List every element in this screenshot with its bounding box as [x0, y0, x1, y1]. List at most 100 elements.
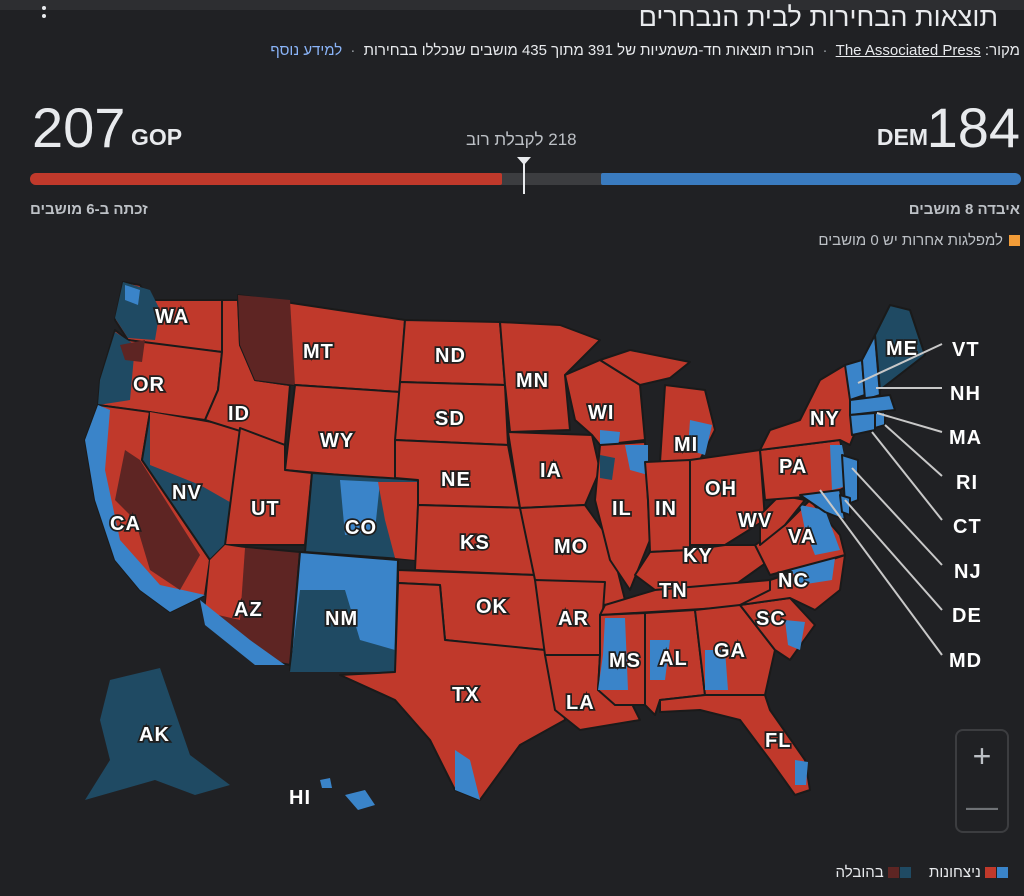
state-label-nm: NM	[325, 608, 358, 630]
source-line: מקור: The Associated Press · הוכרזו תוצא…	[270, 42, 1020, 59]
state-label-ok: OK	[476, 596, 508, 618]
state-label-al: AL	[659, 648, 688, 670]
state-label-md: MD	[949, 650, 982, 672]
state-label-or: OR	[133, 374, 165, 396]
dem-seat-change: איבדה 8 מושבים	[908, 201, 1020, 218]
district-ca-dem[interactable]	[85, 405, 205, 612]
state-label-in: IN	[655, 498, 677, 520]
browser-top-strip	[0, 0, 1024, 10]
dem-seat-count: 184	[926, 96, 1020, 159]
district-nc-dem[interactable]	[790, 558, 835, 585]
leader-ri	[884, 424, 943, 477]
zoom-out-button[interactable]: —	[966, 787, 998, 824]
state-ct[interactable]	[849, 412, 876, 436]
district-sc-dem[interactable]	[785, 620, 805, 650]
state-label-sd: SD	[435, 408, 465, 430]
leader-nj	[851, 467, 943, 566]
state-label-ak: AK	[139, 724, 170, 746]
state-label-mt: MT	[303, 341, 334, 363]
state-label-ma: MA	[949, 427, 982, 449]
state-ak[interactable]	[85, 668, 230, 800]
state-label-nv: NV	[172, 482, 202, 504]
state-label-la: LA	[566, 692, 595, 714]
map-zoom-controls: + —	[955, 729, 1009, 833]
district-ms-dem[interactable]	[598, 618, 628, 690]
district-tx-dem[interactable]	[455, 750, 480, 800]
district-or-lead[interactable]	[120, 340, 145, 362]
district-az-dem[interactable]	[200, 600, 285, 665]
state-oh[interactable]	[689, 449, 766, 546]
separator: ·	[822, 42, 828, 59]
district-mt-lead[interactable]	[238, 295, 295, 385]
state-label-mo: MO	[554, 536, 588, 558]
district-il-dem[interactable]	[625, 445, 648, 475]
state-label-nc: NC	[778, 570, 809, 592]
state-de[interactable]	[839, 494, 851, 516]
district-nv-gop[interactable]	[150, 412, 240, 505]
state-label-ga: GA	[714, 640, 746, 662]
state-mn[interactable]	[499, 321, 601, 433]
state-label-vt: VT	[952, 339, 980, 361]
house-results-map[interactable]: WA OR CA NV ID MT WY UT CO AZ NM ND SD N…	[0, 260, 1024, 840]
state-label-id: ID	[228, 403, 250, 425]
district-ca-lead[interactable]	[115, 450, 200, 590]
district-fl-dem[interactable]	[795, 760, 808, 785]
leader-vt	[857, 343, 943, 384]
district-co-gop[interactable]	[378, 482, 418, 560]
other-parties-note: למפלגות אחרות יש 0 מושבים	[818, 232, 1020, 249]
state-label-mn: MN	[516, 370, 549, 392]
seat-progress-bar	[30, 173, 1021, 185]
state-fl[interactable]	[659, 694, 811, 796]
leader-md	[819, 489, 943, 656]
state-tx[interactable]	[339, 582, 566, 801]
state-ma[interactable]	[849, 394, 896, 416]
state-mi-up[interactable]	[599, 349, 691, 386]
leader-ma	[876, 412, 943, 433]
state-label-mi: MI	[674, 434, 698, 456]
state-label-ca: CA	[110, 513, 141, 535]
state-label-sc: SC	[756, 608, 786, 630]
more-options-icon[interactable]	[40, 4, 48, 26]
district-co-dem[interactable]	[340, 480, 380, 535]
dem-label: DEM	[876, 124, 928, 150]
state-label-hi: HI	[289, 787, 311, 809]
state-nj[interactable]	[841, 454, 859, 506]
district-nm-lead[interactable]	[290, 590, 395, 672]
district-az-gop[interactable]	[205, 545, 245, 620]
state-ia[interactable]	[507, 431, 601, 509]
state-label-pa: PA	[779, 456, 807, 478]
source-link[interactable]: The Associated Press	[835, 42, 981, 59]
state-label-ar: AR	[558, 608, 589, 630]
district-il-lead[interactable]	[600, 455, 615, 480]
state-label-wy: WY	[320, 430, 354, 452]
majority-marker-icon	[517, 157, 531, 165]
state-hi[interactable]	[345, 790, 375, 810]
district-mi-dem[interactable]	[688, 420, 712, 455]
state-label-tn: TN	[659, 580, 688, 602]
district-ga-dem[interactable]	[705, 650, 728, 690]
district-va-dem[interactable]	[800, 505, 840, 555]
state-hi-2[interactable]	[320, 778, 332, 788]
map-legend: ניצחונות בהובלה	[822, 864, 1008, 881]
zoom-in-button[interactable]: +	[972, 737, 992, 774]
gop-won-swatch-icon	[985, 867, 996, 878]
state-label-fl: FL	[765, 730, 791, 752]
state-label-nh: NH	[950, 383, 981, 405]
state-label-ks: KS	[460, 532, 490, 554]
majority-marker-line	[523, 160, 525, 194]
state-label-ia: IA	[540, 460, 562, 482]
state-label-ne: NE	[441, 469, 471, 491]
gop-seat-count: 207	[32, 96, 126, 159]
gop-seat-change: זכתה ב-6 מושבים	[30, 201, 148, 218]
majority-threshold-label: 218 לקבלת רוב	[466, 130, 577, 149]
state-label-ky: KY	[683, 545, 713, 567]
district-al-dem[interactable]	[650, 640, 670, 680]
legend-won: ניצחונות	[929, 864, 1008, 881]
state-label-nd: ND	[435, 345, 466, 367]
district-wa-dem2[interactable]	[125, 285, 140, 305]
dem-leading-swatch-icon	[899, 867, 911, 878]
more-info-link[interactable]: למידע נוסף	[270, 42, 343, 59]
state-label-wa: WA	[155, 306, 189, 328]
state-md[interactable]	[799, 489, 846, 521]
gop-bar-segment	[30, 173, 502, 185]
